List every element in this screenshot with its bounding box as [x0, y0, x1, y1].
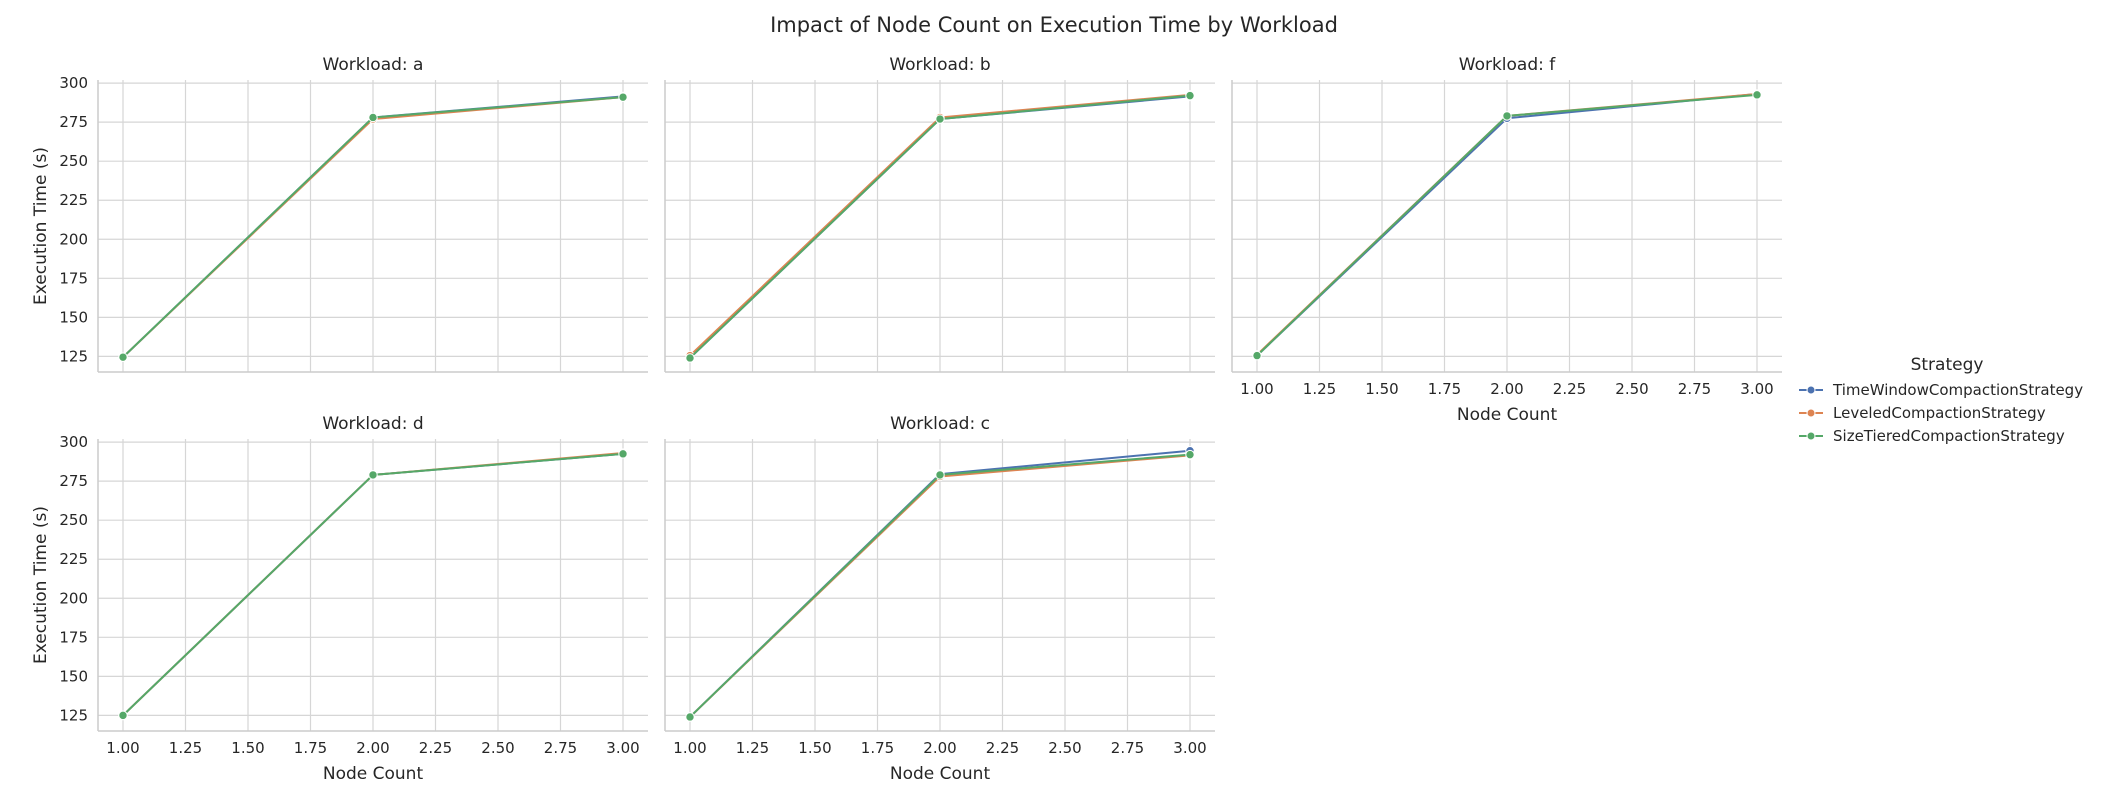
- panel-5: Workload: c 1.00 1.25 1.50 1.75 2.00 2.25 2.50 2…: [664, 414, 1215, 784]
- x-tick-label: 2.75: [1111, 739, 1144, 757]
- data-point: [1185, 449, 1195, 460]
- x-tick-label: 1.00: [106, 739, 139, 757]
- data-point: [118, 352, 128, 362]
- data-point: [1252, 350, 1262, 361]
- y-tick-label: 300: [59, 433, 88, 451]
- x-tick-label: 1.75: [1428, 380, 1461, 398]
- x-tick-label: 2.75: [544, 739, 577, 757]
- y-tick-label: 150: [59, 667, 88, 685]
- y-tick-label: 200: [59, 230, 88, 248]
- x-tick-label: 1.50: [1365, 380, 1398, 398]
- y-tick-label: 275: [59, 113, 88, 131]
- legend: Strategy TimeWindowCompactionStrategy Lev…: [1799, 355, 2083, 445]
- y-tick-label: 175: [59, 628, 88, 646]
- y-tick-label: 125: [59, 347, 88, 365]
- data-point: [935, 470, 945, 480]
- x-tick-label: 1.50: [231, 739, 264, 757]
- legend-label: SizeTieredCompactionStrategy: [1833, 427, 2065, 445]
- x-tick-label: 2.00: [923, 739, 956, 757]
- x-tick-label: 1.00: [673, 739, 706, 757]
- x-tick-label: 1.25: [736, 739, 769, 757]
- y-tick-label: 175: [59, 269, 88, 287]
- x-tick-label: 2.25: [986, 739, 1019, 757]
- y-tick-label: 275: [59, 472, 88, 490]
- x-tick-label: 2.75: [1678, 380, 1711, 398]
- data-point: [618, 92, 628, 102]
- y-tick-label: 200: [59, 589, 88, 607]
- x-axis-label: Node Count: [1457, 405, 1558, 425]
- legend-swatch-marker: [1806, 408, 1816, 418]
- y-tick-label: 250: [59, 511, 88, 529]
- legend-swatch-marker: [1806, 431, 1816, 441]
- legend-swatch-marker: [1806, 385, 1816, 395]
- y-axis-label: Execution Time (s): [31, 506, 51, 664]
- figure-title: Impact of Node Count on Execution Time b…: [770, 13, 1338, 37]
- data-point: [368, 470, 378, 480]
- x-tick-label: 2.25: [419, 739, 452, 757]
- x-axis-label: Node Count: [890, 764, 991, 784]
- y-axis-label: Execution Time (s): [31, 147, 51, 305]
- x-tick-label: 2.50: [481, 739, 514, 757]
- legend-entry: TimeWindowCompactionStrategy: [1799, 381, 2083, 399]
- x-tick-label: 1.75: [294, 739, 327, 757]
- x-tick-label: 1.25: [1303, 380, 1336, 398]
- x-tick-label: 2.50: [1615, 380, 1648, 398]
- panel-title: Workload: d: [322, 414, 423, 434]
- panel-2: Workload: b: [664, 55, 1215, 373]
- x-tick-label: 2.50: [1048, 739, 1081, 757]
- legend-label: LeveledCompactionStrategy: [1833, 404, 2046, 422]
- panel-title: Workload: f: [1459, 55, 1557, 75]
- x-tick-label: 2.00: [356, 739, 389, 757]
- data-point: [685, 712, 695, 722]
- y-tick-label: 125: [59, 706, 88, 724]
- panel-title: Workload: c: [890, 414, 990, 434]
- y-tick-label: 250: [59, 152, 88, 170]
- data-point: [1185, 90, 1195, 101]
- x-tick-label: 2.00: [1490, 380, 1523, 398]
- x-axis-label: Node Count: [323, 764, 424, 784]
- panels: Workload: a 125 150 175 200 225 250 275 300 Execu…: [31, 55, 1782, 784]
- panel-title: Workload: a: [323, 55, 424, 75]
- legend-label: TimeWindowCompactionStrategy: [1832, 381, 2083, 399]
- legend-entry: LeveledCompactionStrategy: [1799, 404, 2046, 422]
- data-point: [935, 114, 945, 124]
- data-point: [1502, 111, 1512, 121]
- data-point: [685, 353, 695, 363]
- y-tick-label: 225: [59, 550, 88, 568]
- panel-title: Workload: b: [889, 55, 990, 75]
- x-tick-label: 3.00: [1740, 380, 1773, 398]
- x-tick-label: 1.50: [798, 739, 831, 757]
- data-point: [118, 710, 128, 721]
- y-tick-label: 150: [59, 308, 88, 326]
- legend-title: Strategy: [1911, 355, 1984, 375]
- x-tick-label: 1.75: [861, 739, 894, 757]
- y-tick-label: 300: [59, 74, 88, 92]
- x-tick-label: 1.00: [1240, 380, 1273, 398]
- data-point: [618, 449, 628, 459]
- x-tick-label: 2.25: [1553, 380, 1586, 398]
- panel-4: Workload: d 125 150 175 200 225 250 275 300 Execu…: [31, 414, 648, 784]
- x-tick-label: 3.00: [606, 739, 639, 757]
- y-tick-label: 225: [59, 191, 88, 209]
- x-tick-label: 3.00: [1173, 739, 1206, 757]
- data-point: [368, 112, 378, 123]
- x-tick-label: 1.25: [169, 739, 202, 757]
- panel-3: Workload: f 1.00 1.25 1.50 1.75 2.00 2.25 2.50 2…: [1231, 55, 1782, 425]
- data-point: [1752, 90, 1762, 100]
- legend-entry: SizeTieredCompactionStrategy: [1799, 427, 2065, 445]
- panel-1: Workload: a 125 150 175 200 225 250 275 300 Execu…: [31, 55, 648, 373]
